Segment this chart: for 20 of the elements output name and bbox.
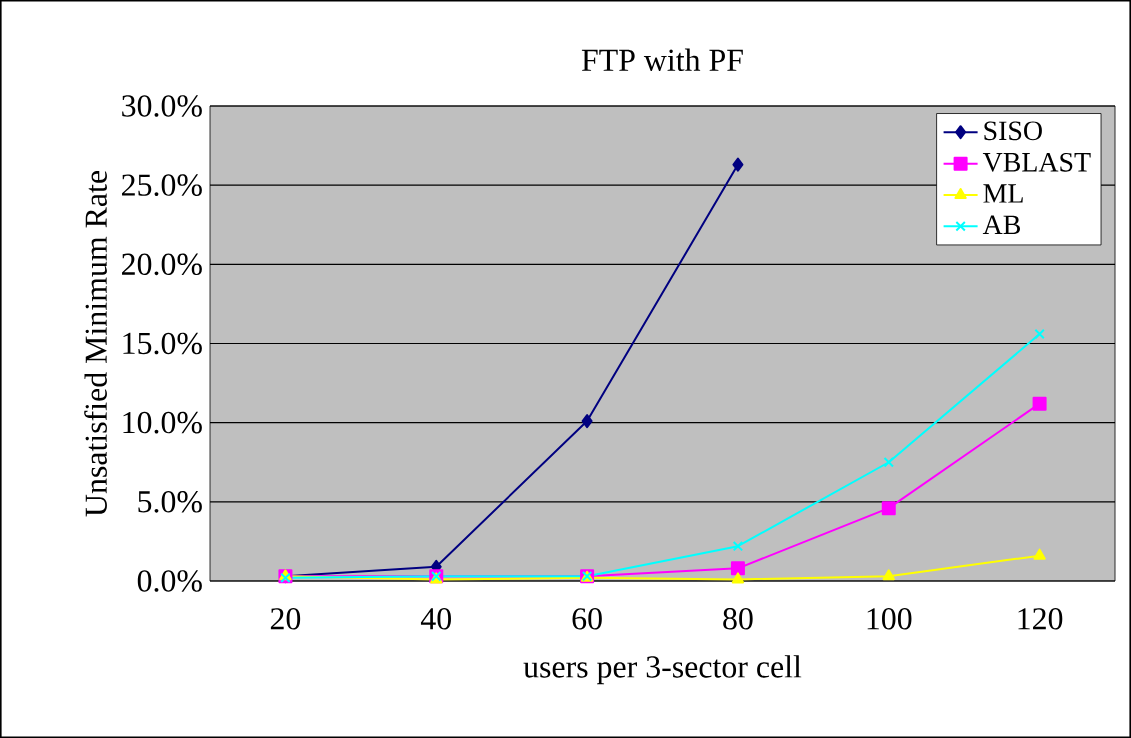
x-tick-label: 120 [1018, 608, 1063, 630]
y-tick-label: 0.0% [137, 570, 202, 592]
legend-label: VBLAST [982, 152, 1091, 172]
legend-label: SISO [984, 121, 1042, 141]
legend-label: ML [983, 184, 1023, 203]
legend-label: AB [982, 215, 1020, 235]
y-tick-label: 15.0% [123, 332, 202, 355]
y-tick-label: 5.0% [138, 491, 202, 513]
x-tick-label: 100 [867, 608, 912, 630]
x-tick-label: 40 [420, 608, 451, 630]
chart-title: FTP with PF [581, 48, 743, 71]
y-tick-label: 30.0% [122, 95, 202, 117]
x-tick-label: 20 [270, 608, 301, 630]
x-tick-label: 80 [723, 608, 753, 630]
y-tick-label: 20.0% [122, 253, 202, 276]
y-tick-label: 25.0% [122, 174, 202, 196]
y-axis-title: Unsatisfied Minimum Rate [84, 171, 107, 517]
x-tick-label: 60 [572, 608, 602, 630]
y-tick-label: 10.0% [123, 411, 202, 434]
x-axis-title: users per 3-sector cell [523, 655, 802, 685]
